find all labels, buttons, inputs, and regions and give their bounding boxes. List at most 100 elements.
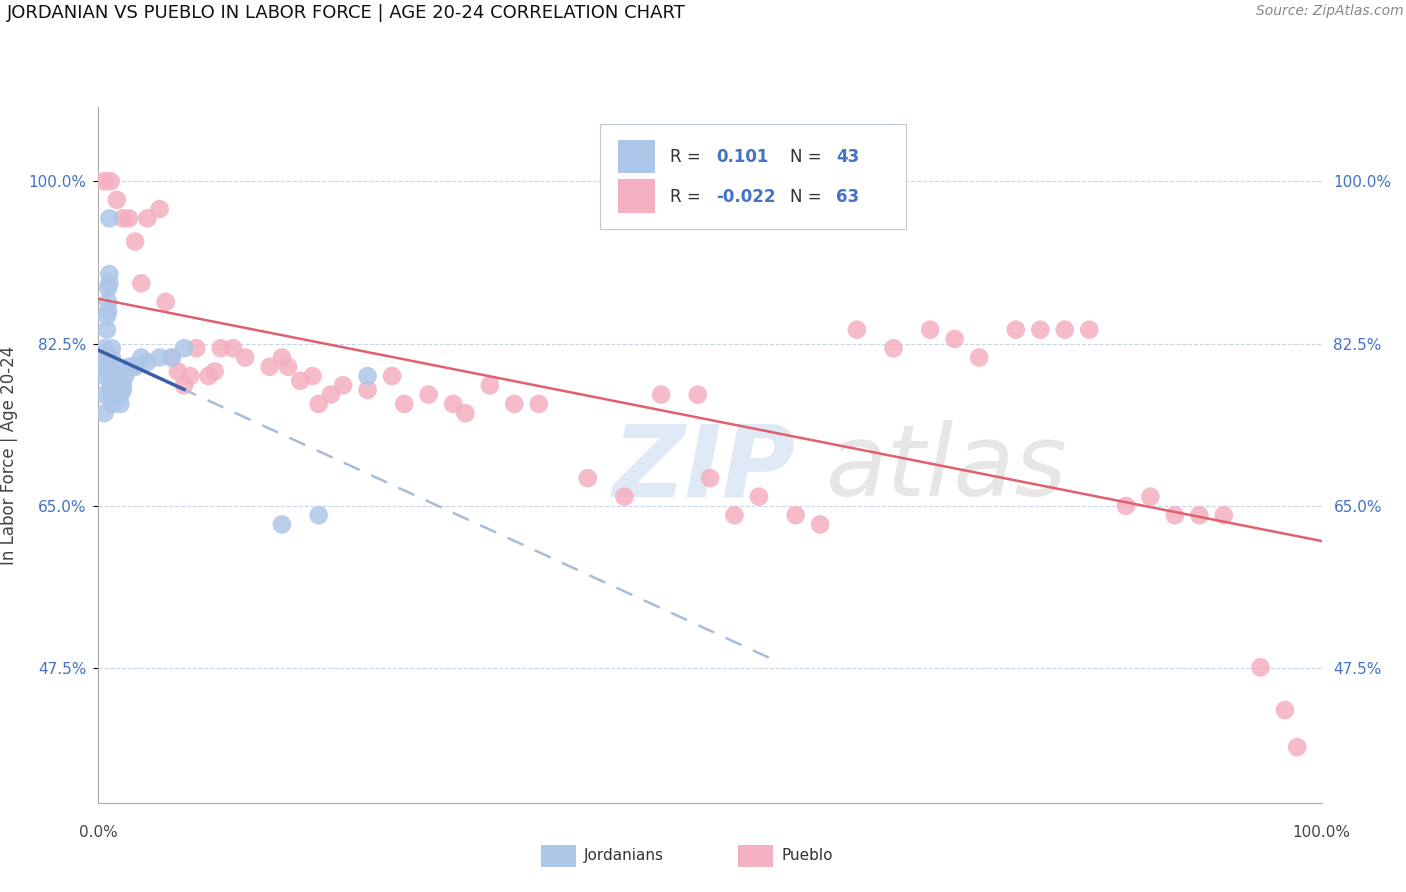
Text: R =: R = xyxy=(669,188,700,206)
Point xyxy=(785,508,807,523)
Point xyxy=(277,359,299,374)
Point xyxy=(149,202,172,216)
Point xyxy=(118,359,141,374)
Point xyxy=(98,277,121,291)
Point xyxy=(270,351,294,365)
Point xyxy=(101,387,124,401)
Point xyxy=(441,397,464,411)
Point xyxy=(186,341,208,355)
Point xyxy=(259,359,281,374)
Point xyxy=(93,406,115,420)
Point xyxy=(332,378,354,392)
Point xyxy=(478,378,501,392)
Text: 100.0%: 100.0% xyxy=(1292,825,1351,840)
Point xyxy=(93,387,115,401)
FancyBboxPatch shape xyxy=(619,179,655,213)
Point xyxy=(920,323,942,337)
Point xyxy=(356,369,378,384)
Point xyxy=(748,490,770,504)
Point xyxy=(356,383,378,397)
Point xyxy=(1053,323,1076,337)
Point xyxy=(110,387,132,401)
Point xyxy=(173,341,195,355)
Point xyxy=(381,369,404,384)
Point xyxy=(1286,740,1309,755)
FancyBboxPatch shape xyxy=(600,124,905,229)
Point xyxy=(100,378,122,392)
Text: -0.022: -0.022 xyxy=(716,188,776,206)
Point xyxy=(97,281,120,295)
Point xyxy=(301,369,323,384)
Point xyxy=(222,341,245,355)
Point xyxy=(110,397,132,411)
Point xyxy=(129,277,152,291)
Point xyxy=(527,397,550,411)
Point xyxy=(107,383,129,397)
Point xyxy=(290,374,312,388)
Y-axis label: In Labor Force | Age 20-24: In Labor Force | Age 20-24 xyxy=(0,345,17,565)
Point xyxy=(209,341,232,355)
Point xyxy=(97,294,120,309)
Point xyxy=(845,323,868,337)
Point xyxy=(111,378,134,392)
Text: atlas: atlas xyxy=(827,420,1069,517)
Point xyxy=(319,387,342,401)
Point xyxy=(1029,323,1052,337)
Text: 43: 43 xyxy=(837,148,859,166)
Point xyxy=(308,508,330,523)
Point xyxy=(93,351,115,365)
Text: JORDANIAN VS PUEBLO IN LABOR FORCE | AGE 20-24 CORRELATION CHART: JORDANIAN VS PUEBLO IN LABOR FORCE | AGE… xyxy=(7,4,686,22)
Text: Source: ZipAtlas.com: Source: ZipAtlas.com xyxy=(1256,4,1403,19)
Point xyxy=(454,406,477,420)
Text: 63: 63 xyxy=(837,188,859,206)
Point xyxy=(124,359,146,374)
Point xyxy=(883,341,905,355)
Point xyxy=(118,211,141,226)
Point xyxy=(418,387,440,401)
Point xyxy=(392,397,416,411)
Point xyxy=(149,351,172,365)
Point xyxy=(723,508,745,523)
Text: ZIP: ZIP xyxy=(612,420,796,517)
Point xyxy=(98,211,121,226)
Point xyxy=(233,351,256,365)
Point xyxy=(93,174,115,188)
Point xyxy=(96,323,118,337)
Point xyxy=(613,490,636,504)
Point xyxy=(108,374,131,388)
Point xyxy=(576,471,599,485)
Point xyxy=(1212,508,1234,523)
Point xyxy=(121,359,143,374)
Point xyxy=(173,378,195,392)
Point xyxy=(100,359,122,374)
Text: N =: N = xyxy=(790,148,821,166)
Point xyxy=(101,397,124,411)
Point xyxy=(101,341,124,355)
Point xyxy=(160,351,183,365)
Point xyxy=(503,397,526,411)
Point xyxy=(308,397,330,411)
Point xyxy=(114,369,136,384)
Point xyxy=(93,359,115,374)
Point xyxy=(1078,323,1101,337)
Point xyxy=(103,378,125,392)
Point xyxy=(808,517,831,532)
Point xyxy=(105,359,128,374)
Text: 0.101: 0.101 xyxy=(716,148,769,166)
Point xyxy=(270,517,294,532)
Point xyxy=(650,387,672,401)
Point xyxy=(155,294,177,309)
Point xyxy=(179,369,201,384)
Point xyxy=(100,387,122,401)
Point xyxy=(699,471,721,485)
Point xyxy=(967,351,990,365)
Point xyxy=(167,364,190,378)
Text: Jordanians: Jordanians xyxy=(583,848,664,863)
Text: N =: N = xyxy=(790,188,821,206)
Point xyxy=(111,211,134,226)
Point xyxy=(160,351,183,365)
Point xyxy=(111,383,134,397)
Point xyxy=(1115,499,1137,513)
Point xyxy=(1139,490,1161,504)
Text: R =: R = xyxy=(669,148,700,166)
